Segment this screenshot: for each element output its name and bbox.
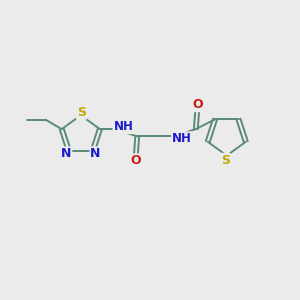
Text: N: N (61, 147, 71, 160)
Text: S: S (221, 154, 230, 167)
Text: N: N (90, 147, 101, 160)
Text: O: O (192, 98, 202, 111)
Text: NH: NH (172, 132, 192, 145)
Text: S: S (77, 106, 86, 119)
Text: NH: NH (113, 120, 133, 133)
Text: O: O (130, 154, 141, 167)
